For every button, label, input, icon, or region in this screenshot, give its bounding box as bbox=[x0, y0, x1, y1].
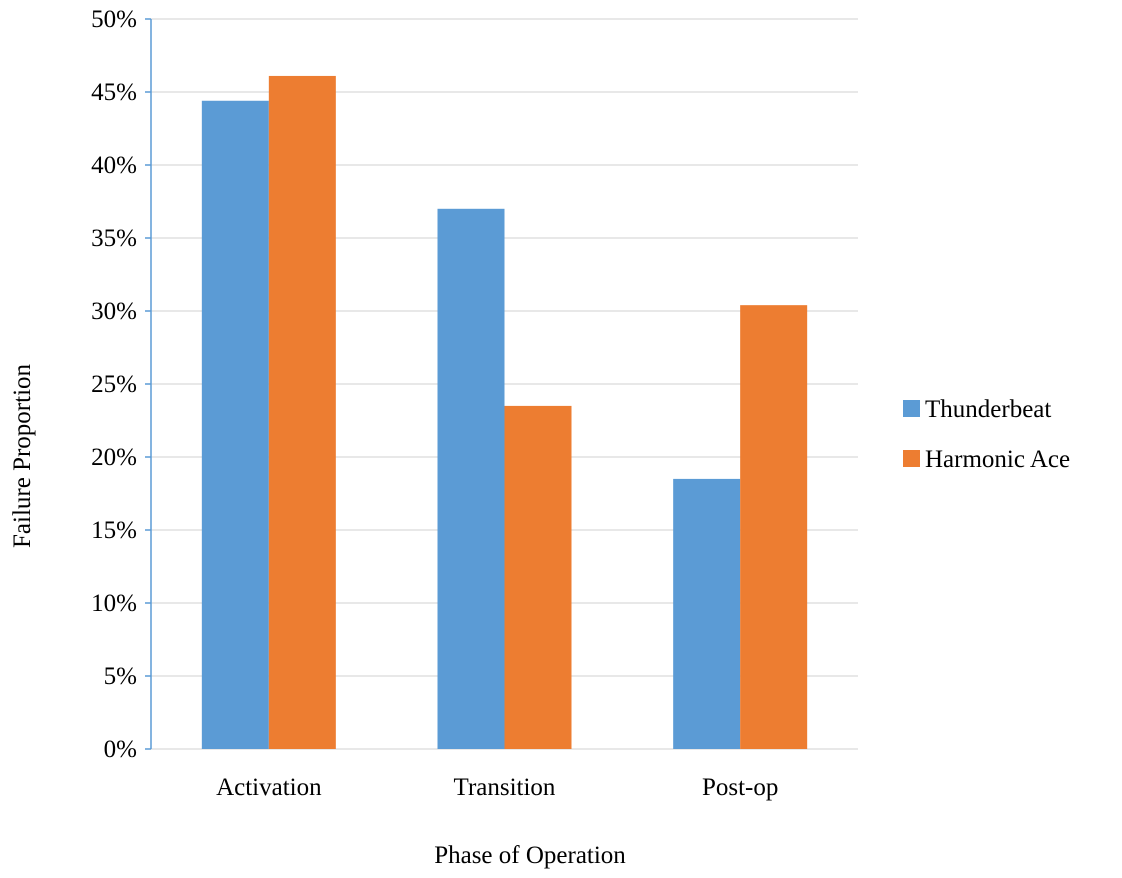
y-tick-label: 30% bbox=[91, 298, 137, 325]
x-tick-label: Activation bbox=[216, 774, 322, 801]
bar-harmonic-ace-transition bbox=[504, 405, 572, 749]
bar-thunderbeat-post-op bbox=[673, 478, 741, 749]
y-tick-label: 50% bbox=[91, 6, 137, 33]
y-tick-label: 15% bbox=[91, 517, 137, 544]
legend: Thunderbeat Harmonic Ace bbox=[903, 396, 1070, 473]
bar-harmonic-ace-post-op bbox=[740, 305, 808, 749]
y-tick-label: 40% bbox=[91, 152, 137, 179]
y-tick-label: 45% bbox=[91, 79, 137, 106]
axes bbox=[145, 18, 152, 750]
bar-thunderbeat-activation bbox=[201, 100, 269, 749]
y-tick-label: 35% bbox=[91, 225, 137, 252]
x-tick-labels: Activation Transition Post-op bbox=[216, 774, 778, 801]
bar-harmonic-ace-activation bbox=[268, 75, 336, 749]
y-tick-label: 20% bbox=[91, 444, 137, 471]
legend-swatch bbox=[903, 400, 920, 417]
y-tick-label: 0% bbox=[104, 736, 137, 763]
x-tick-label: Transition bbox=[454, 774, 556, 801]
legend-label: Harmonic Ace bbox=[925, 446, 1070, 473]
legend-swatch bbox=[903, 450, 920, 467]
y-tick-label: 5% bbox=[104, 663, 137, 690]
bar-thunderbeat-transition bbox=[437, 208, 505, 750]
y-tick-label: 25% bbox=[91, 371, 137, 398]
y-tick-labels: 0% 5% 10% 15% 20% 25% 30% 35% 40% 45% 50% bbox=[91, 6, 137, 763]
x-tick-label: Post-op bbox=[702, 774, 778, 801]
y-axis-title: Failure Proportion bbox=[9, 363, 36, 548]
y-tick-label: 10% bbox=[91, 590, 137, 617]
legend-label: Thunderbeat bbox=[925, 396, 1051, 423]
x-axis-title: Phase of Operation bbox=[434, 842, 626, 869]
bars bbox=[201, 75, 808, 750]
